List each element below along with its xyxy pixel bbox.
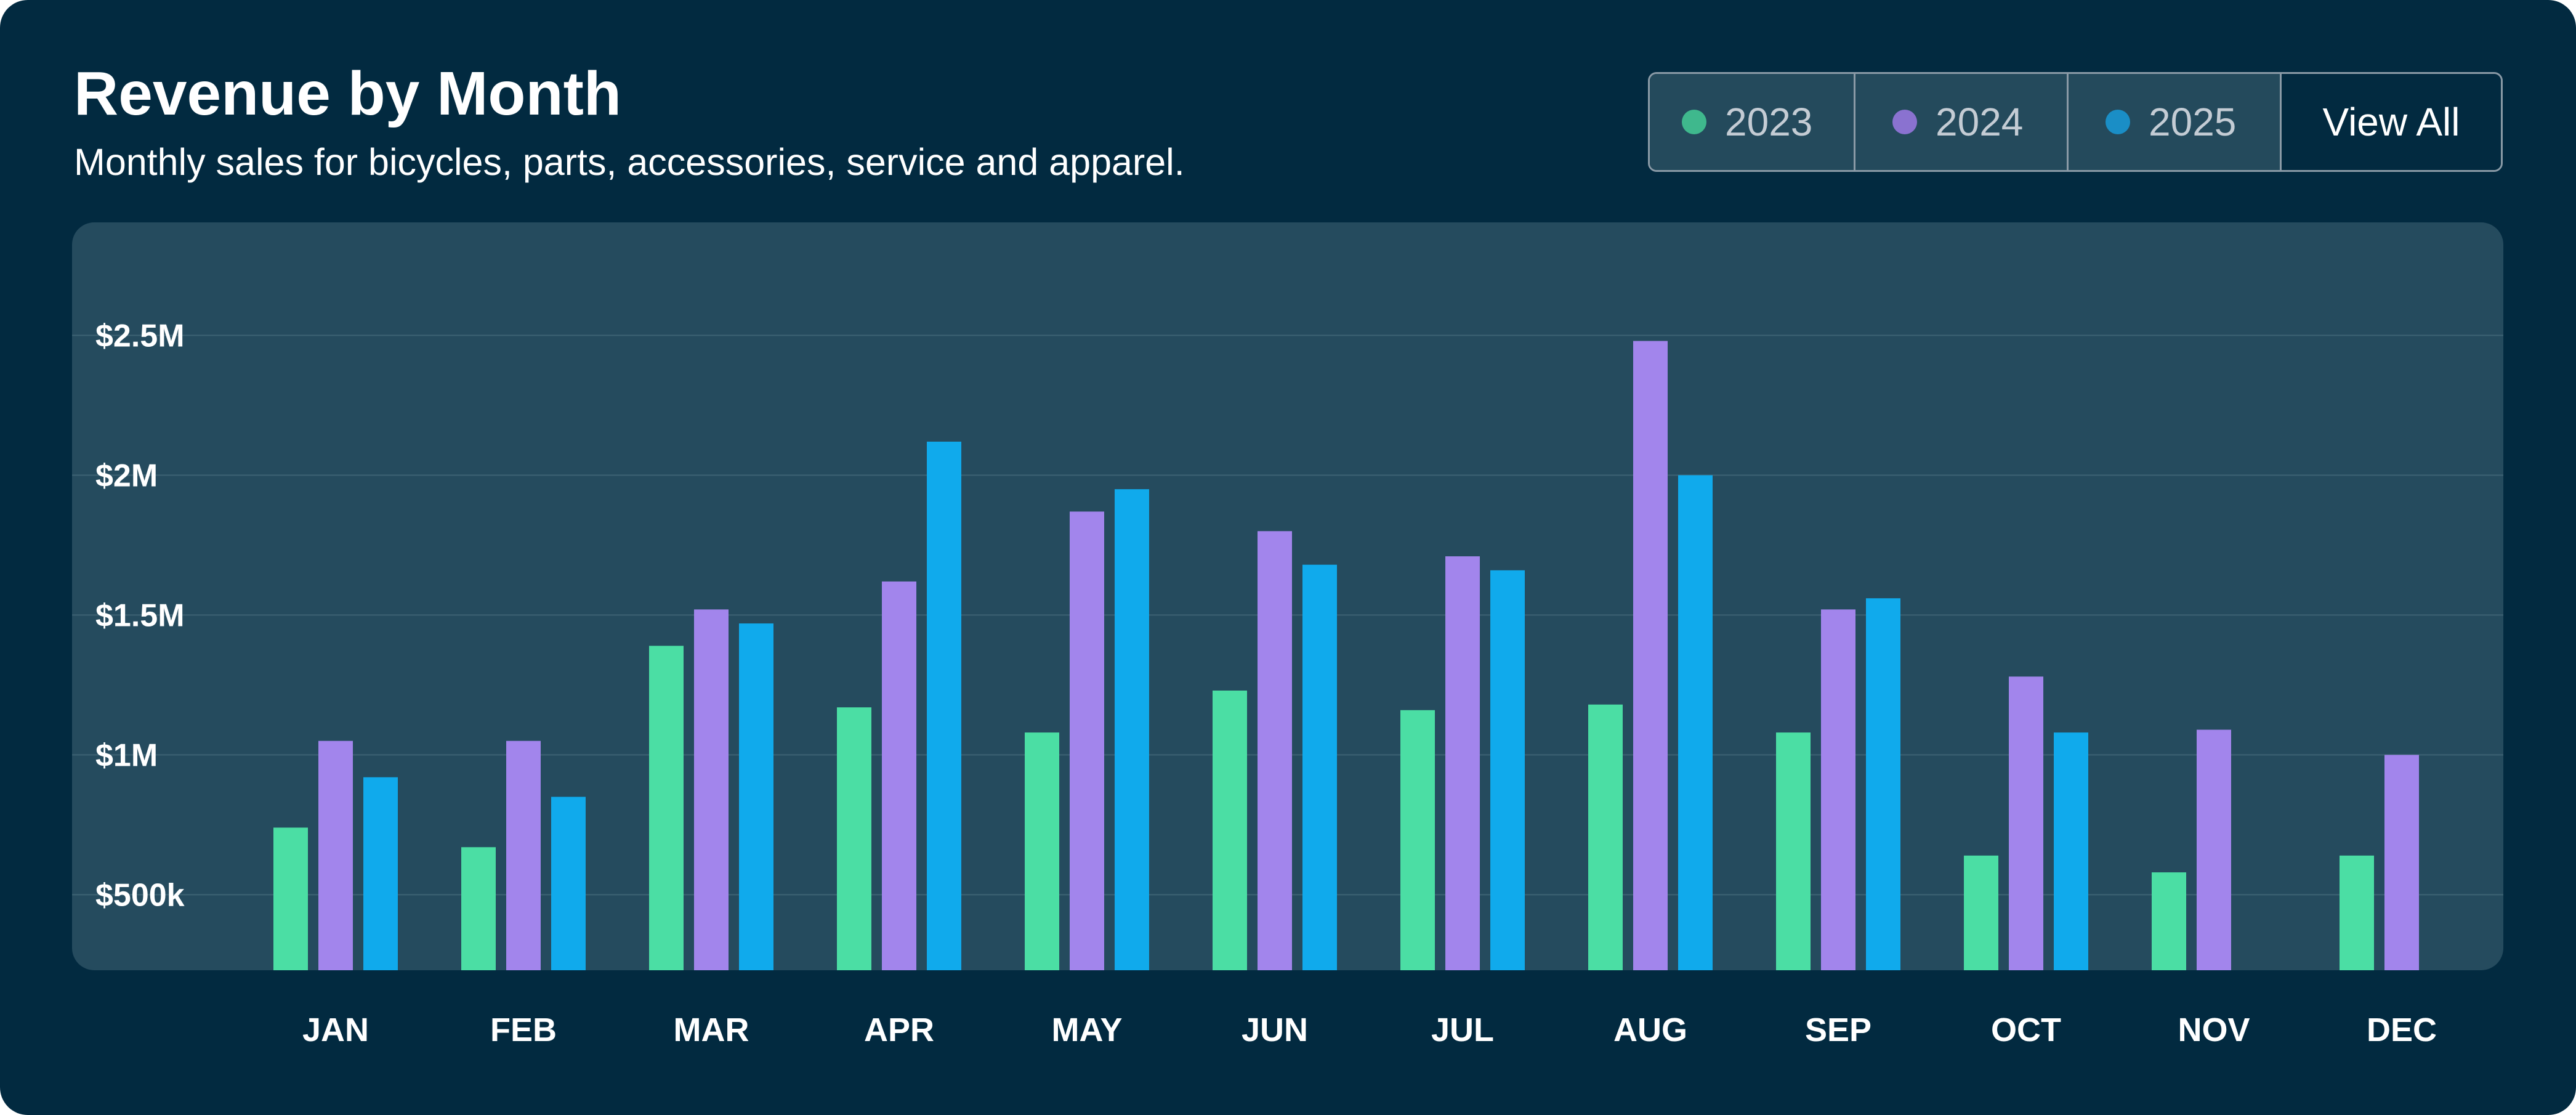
bar-2025-mar — [739, 623, 773, 970]
bar-2023-apr — [837, 707, 871, 970]
x-tick-label: DEC — [2367, 1012, 2437, 1048]
legend-item-2025[interactable]: 2025 — [2069, 74, 2282, 170]
legend: 2023 2024 2025 View All — [1648, 72, 2503, 172]
x-tick-label: JAN — [302, 1012, 369, 1048]
chart-title: Revenue by Month — [74, 59, 621, 128]
bar-2023-jan — [273, 827, 308, 970]
chart-subtitle: Monthly sales for bicycles, parts, acces… — [74, 141, 1185, 183]
x-tick-label: APR — [864, 1012, 934, 1048]
x-tick-label: JUN — [1242, 1012, 1308, 1048]
bar-2024-oct — [2009, 676, 2043, 970]
legend-label-2025: 2025 — [2149, 100, 2237, 144]
bar-2025-aug — [1678, 475, 1713, 970]
bar-2023-sep — [1776, 732, 1811, 970]
bar-2023-feb — [461, 847, 496, 970]
x-tick-label: SEP — [1805, 1012, 1871, 1048]
bar-2023-jun — [1213, 691, 1247, 970]
bar-2024-nov — [2197, 729, 2231, 970]
y-tick-label: $1M — [95, 737, 158, 773]
bar-2023-may — [1025, 732, 1059, 970]
bar-2024-feb — [506, 740, 541, 970]
bar-2025-oct — [2054, 732, 2088, 970]
bar-2023-jul — [1400, 710, 1435, 970]
view-all-button[interactable]: View All — [2282, 74, 2501, 170]
x-tick-label: FEB — [490, 1012, 557, 1048]
bar-2024-aug — [1633, 341, 1668, 970]
y-tick-label: $2M — [95, 458, 158, 493]
bar-2023-nov — [2152, 872, 2186, 970]
bar-2024-sep — [1821, 609, 1855, 970]
x-tick-label: NOV — [2178, 1012, 2250, 1048]
legend-label-2023: 2023 — [1725, 100, 1813, 144]
x-tick-label: OCT — [1991, 1012, 2061, 1048]
bar-2025-jan — [363, 777, 398, 970]
y-tick-label: $1.5M — [95, 598, 185, 633]
legend-dot-2025 — [2106, 110, 2130, 134]
bar-2023-aug — [1588, 704, 1623, 970]
bar-2025-feb — [551, 797, 586, 970]
x-tick-label: MAR — [674, 1012, 749, 1048]
bar-2025-apr — [927, 441, 961, 970]
bar-2023-dec — [2340, 855, 2374, 970]
bar-2024-jan — [318, 740, 353, 970]
y-tick-label: $2.5M — [95, 318, 185, 354]
x-tick-label: MAY — [1051, 1012, 1122, 1048]
bar-2023-oct — [1964, 855, 1998, 970]
bar-2024-apr — [882, 581, 916, 970]
y-tick-label: $500k — [95, 877, 185, 913]
bar-2025-jun — [1302, 564, 1337, 970]
x-tick-label: AUG — [1613, 1012, 1687, 1048]
legend-dot-2024 — [1892, 110, 1917, 134]
bar-2025-may — [1115, 489, 1149, 970]
x-tick-label: JUL — [1431, 1012, 1494, 1048]
bar-2024-dec — [2384, 755, 2419, 970]
bar-2024-jun — [1258, 531, 1292, 970]
legend-label-2024: 2024 — [1936, 100, 2024, 144]
bar-2023-mar — [649, 646, 684, 970]
bar-2025-jul — [1490, 570, 1525, 970]
legend-item-2023[interactable]: 2023 — [1650, 74, 1855, 170]
bar-2024-may — [1070, 511, 1104, 970]
legend-item-2024[interactable]: 2024 — [1855, 74, 2069, 170]
bar-2024-mar — [694, 609, 729, 970]
bar-2024-jul — [1445, 556, 1480, 970]
legend-dot-2023 — [1682, 110, 1706, 134]
bar-2025-sep — [1866, 598, 1900, 970]
